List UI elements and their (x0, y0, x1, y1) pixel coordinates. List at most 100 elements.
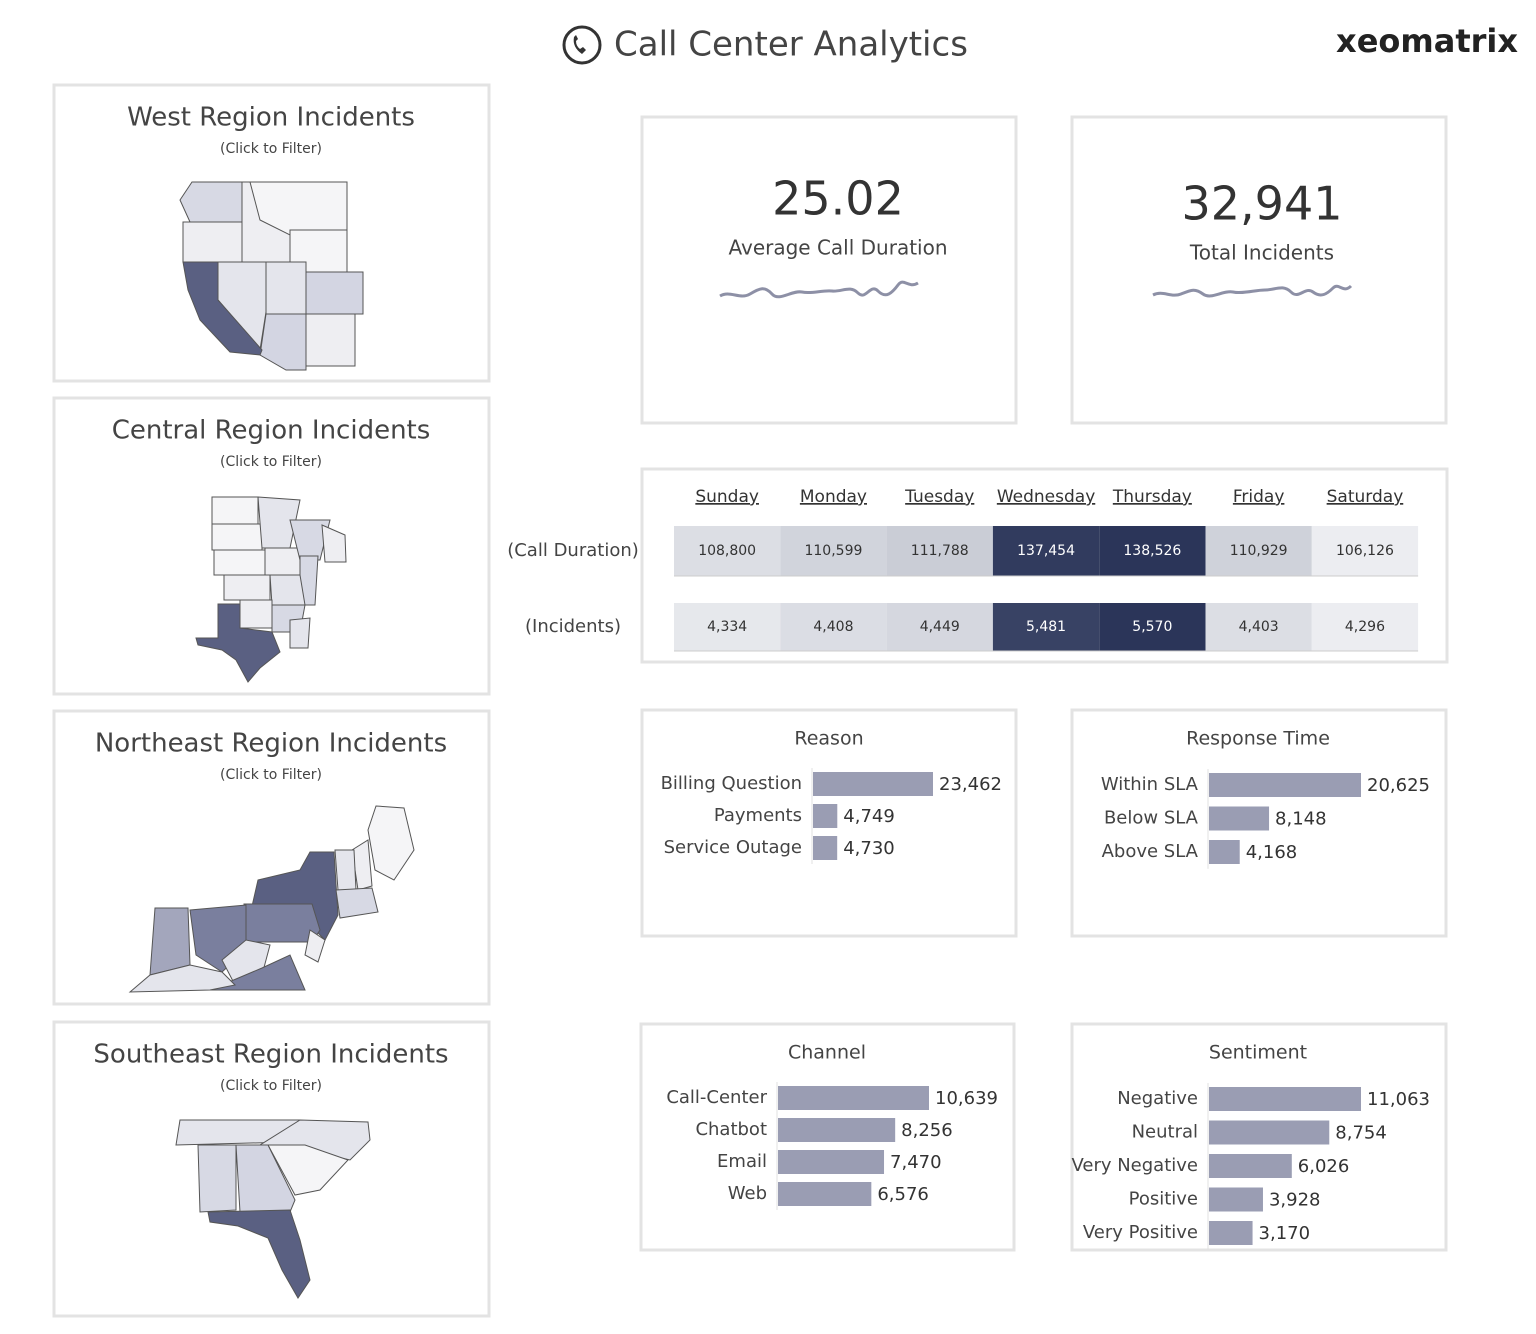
heat-cell[interactable] (1205, 603, 1312, 651)
kpi-value: 25.02 (772, 172, 904, 226)
state[interactable] (334, 849, 357, 891)
state[interactable] (265, 261, 307, 315)
bar[interactable] (1209, 1221, 1253, 1245)
state[interactable] (211, 523, 263, 551)
state[interactable] (179, 181, 243, 223)
region-panel[interactable] (52, 709, 491, 1006)
day-header[interactable]: Saturday (1327, 487, 1404, 507)
heat-value: 110,929 (1230, 543, 1288, 559)
bar[interactable] (813, 772, 933, 796)
heat-cell[interactable] (780, 526, 887, 576)
day-header[interactable]: Friday (1233, 487, 1285, 507)
state[interactable] (269, 574, 306, 606)
bar[interactable] (1209, 1187, 1263, 1212)
region-title: Northeast Region Incidents (95, 729, 447, 759)
bar[interactable] (1209, 1120, 1330, 1145)
heat-cell[interactable] (1099, 603, 1206, 651)
bar-category[interactable]: Above SLA (1102, 841, 1199, 862)
kpi-panel (640, 115, 1018, 425)
state[interactable] (305, 313, 356, 367)
bar-category[interactable]: Email (717, 1151, 767, 1172)
heat-cell[interactable] (992, 526, 1100, 576)
heat-cell[interactable] (780, 603, 887, 651)
bar[interactable] (1209, 773, 1361, 797)
bar-category[interactable]: Payments (714, 805, 802, 826)
bar[interactable] (778, 1150, 885, 1174)
bar-chart-title: Response Time (1186, 728, 1330, 750)
state[interactable] (197, 1144, 237, 1213)
state[interactable] (335, 887, 379, 919)
day-header[interactable]: Monday (800, 487, 867, 507)
bar[interactable] (813, 804, 838, 828)
bar[interactable] (1209, 806, 1270, 831)
region-panels (52, 83, 491, 1318)
state[interactable] (182, 221, 243, 263)
bar-category[interactable]: Very Negative (1071, 1155, 1198, 1176)
bar-category[interactable]: Very Positive (1083, 1222, 1198, 1243)
bar-chart-title: Reason (794, 728, 863, 750)
bar[interactable] (778, 1182, 872, 1206)
row-label: (Incidents) (525, 616, 621, 637)
bar[interactable] (1209, 1154, 1292, 1178)
state[interactable] (149, 907, 191, 976)
bar[interactable] (778, 1118, 896, 1142)
bar-category[interactable]: Neutral (1132, 1122, 1198, 1143)
state[interactable] (235, 1144, 296, 1213)
bar-category[interactable]: Below SLA (1104, 808, 1199, 829)
state[interactable] (207, 1209, 311, 1299)
bar-category[interactable]: Negative (1117, 1088, 1198, 1109)
heat-cell[interactable] (886, 603, 993, 651)
state[interactable] (289, 519, 331, 561)
day-header[interactable]: Wednesday (997, 487, 1095, 507)
bar-value-label: 4,168 (1246, 842, 1298, 863)
heat-value: 4,408 (813, 619, 853, 635)
southeast-map (175, 1119, 371, 1299)
bar-category[interactable]: Web (728, 1183, 767, 1204)
heat-cell[interactable] (992, 603, 1100, 651)
sparkline (719, 280, 919, 299)
state[interactable] (211, 496, 259, 525)
heat-cell[interactable] (674, 526, 781, 576)
state[interactable] (182, 261, 263, 356)
bar[interactable] (1209, 1087, 1361, 1111)
state[interactable] (213, 549, 269, 576)
bar-category[interactable]: Chatbot (695, 1119, 767, 1140)
heat-value: 111,788 (911, 543, 969, 559)
region-title: Central Region Incidents (112, 416, 431, 446)
bar-category[interactable]: Call-Center (666, 1087, 767, 1108)
bar-category[interactable]: Positive (1129, 1189, 1198, 1210)
bar-category[interactable]: Within SLA (1101, 774, 1199, 795)
heat-cell[interactable] (886, 526, 993, 576)
day-header[interactable]: Sunday (695, 487, 759, 507)
heat-cell[interactable] (1205, 526, 1312, 576)
state[interactable] (209, 954, 306, 991)
state[interactable] (239, 599, 273, 629)
bar-value-label: 8,256 (901, 1120, 953, 1141)
heat-cell[interactable] (674, 603, 781, 651)
state[interactable] (321, 524, 347, 563)
state[interactable] (304, 929, 326, 963)
state[interactable] (128, 964, 237, 993)
region-title: West Region Incidents (127, 103, 415, 133)
bar-category[interactable]: Billing Question (661, 773, 802, 794)
state[interactable] (367, 805, 415, 881)
heat-value: 4,403 (1239, 619, 1279, 635)
heat-cell[interactable] (1311, 603, 1419, 651)
state[interactable] (305, 271, 364, 315)
bar-category[interactable]: Service Outage (664, 837, 802, 858)
central-map (195, 496, 347, 683)
bar-value-label: 11,063 (1367, 1089, 1430, 1110)
state[interactable] (267, 1144, 349, 1196)
state[interactable] (195, 603, 281, 683)
state[interactable] (351, 839, 373, 891)
day-header[interactable]: Tuesday (904, 487, 974, 507)
state[interactable] (223, 574, 271, 601)
state[interactable] (264, 547, 301, 576)
bar[interactable] (778, 1086, 929, 1110)
heat-cell[interactable] (1099, 526, 1206, 576)
day-header[interactable]: Thursday (1112, 487, 1192, 507)
bar[interactable] (813, 836, 838, 860)
state[interactable] (289, 617, 311, 649)
bar[interactable] (1209, 840, 1240, 864)
heat-cell[interactable] (1311, 526, 1419, 576)
